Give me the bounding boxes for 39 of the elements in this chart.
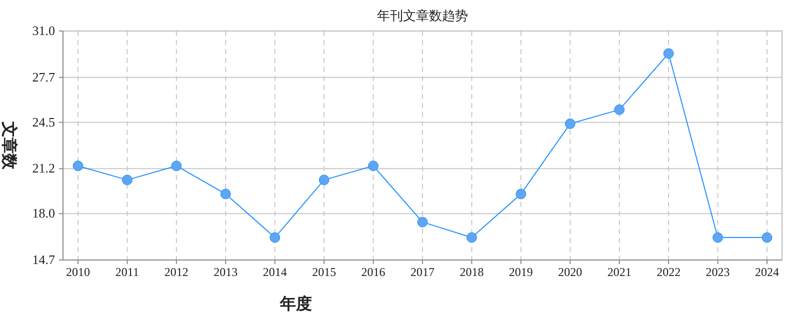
point [72, 160, 84, 172]
y-tick-label: 31.0 [32, 23, 55, 38]
y-tick-label: 24.5 [32, 114, 55, 130]
x-tick-label: 2019 [508, 265, 533, 279]
y-tick-label: 27.7 [32, 69, 56, 84]
y-tick-label: 18.0 [32, 206, 55, 221]
x-tick-label: 2014 [262, 265, 287, 279]
x-tick-label: 2011 [115, 265, 139, 279]
point [516, 188, 526, 200]
point [122, 174, 132, 186]
y-tick-label: 21.2 [32, 160, 55, 176]
point [318, 174, 330, 186]
x-tick-label: 2017 [410, 265, 434, 279]
point [614, 104, 625, 115]
point [466, 232, 477, 243]
point [564, 118, 576, 129]
x-axis-title: 年度 [279, 294, 312, 313]
x-tick-label: 2015 [312, 265, 336, 279]
point [368, 160, 379, 172]
point [171, 160, 182, 172]
point [417, 216, 428, 228]
x-tick-label: 2021 [607, 265, 632, 279]
x-tick-label: 2023 [706, 265, 730, 279]
point [712, 232, 724, 243]
point [663, 48, 674, 59]
chart-title: 年刊文章数趋势 [377, 8, 468, 23]
x-tick-label: 2013 [214, 265, 238, 279]
x-tick-label: 2024 [755, 265, 779, 279]
x-tick-label: 2020 [558, 265, 582, 279]
point [762, 232, 772, 243]
x-tick-label: 2012 [164, 265, 188, 279]
x-tick-label: 2018 [460, 265, 484, 279]
x-tick-label: 2022 [656, 265, 681, 279]
x-tick-label: 2016 [361, 265, 386, 279]
point [220, 188, 231, 200]
y-axis-title: 文章数 [0, 120, 18, 170]
point [270, 232, 280, 243]
x-tick-label: 2010 [66, 265, 90, 279]
y-tick-label: 14.7 [32, 252, 56, 267]
